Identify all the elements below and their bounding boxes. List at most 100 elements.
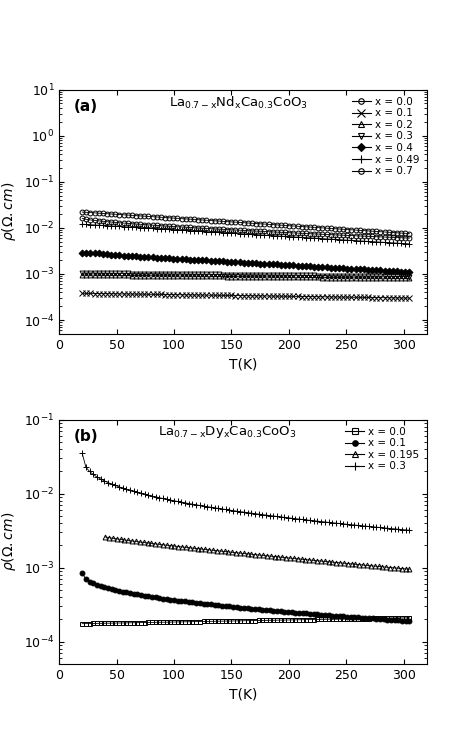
x = 0.3: [224, 270, 230, 279]
x = 0.195: [310, 556, 316, 565]
x = 0.1: [179, 597, 184, 606]
x = 0.1: [407, 616, 412, 625]
x = 0.4: [274, 260, 280, 269]
Legend: x = 0.0, x = 0.1, x = 0.2, x = 0.3, x = 0.4, x = 0.49, x = 0.7: x = 0.0, x = 0.1, x = 0.2, x = 0.3, x = …: [350, 95, 421, 178]
x = 0.1: [303, 292, 309, 301]
x = 0.3: [274, 271, 280, 280]
Text: $\mathrm{La_{0.7-x}Nd_xCa_{0.3}CoO_3}$: $\mathrm{La_{0.7-x}Nd_xCa_{0.3}CoO_3}$: [169, 95, 308, 110]
x = 0.195: [287, 554, 293, 562]
x = 0.1: [392, 615, 398, 624]
x = 0.1: [351, 612, 357, 621]
x = 0.3: [351, 521, 357, 530]
x = 0.195: [299, 555, 304, 564]
x = 0.49: [369, 237, 375, 246]
Legend: x = 0.0, x = 0.1, x = 0.195, x = 0.3: x = 0.0, x = 0.1, x = 0.195, x = 0.3: [343, 424, 421, 474]
x = 0.4: [224, 257, 230, 266]
Text: $\mathrm{La_{0.7-x}Dy_xCa_{0.3}CoO_3}$: $\mathrm{La_{0.7-x}Dy_xCa_{0.3}CoO_3}$: [158, 424, 297, 440]
x = 0.0: [359, 614, 365, 623]
x = 0.2: [79, 271, 85, 280]
x = 0.195: [283, 554, 289, 562]
x = 0.3: [407, 526, 412, 535]
x = 0.7: [278, 228, 284, 236]
x = 0.4: [303, 262, 309, 271]
x = 0.0: [307, 615, 313, 624]
x = 0.3: [291, 271, 296, 280]
Line: x = 0.49: x = 0.49: [79, 221, 413, 248]
x = 0.7: [303, 229, 309, 238]
Line: x = 0.0: x = 0.0: [80, 210, 412, 236]
Line: x = 0.1: x = 0.1: [79, 290, 413, 301]
x = 0.2: [303, 273, 309, 282]
x = 0.2: [278, 272, 284, 281]
Line: x = 0.195: x = 0.195: [103, 534, 412, 571]
x = 0.7: [224, 225, 230, 234]
x = 0.1: [224, 291, 230, 300]
x = 0.4: [79, 248, 85, 257]
x = 0.195: [102, 533, 108, 542]
Text: (b): (b): [74, 429, 99, 445]
x = 0.3: [179, 498, 184, 507]
x = 0.0: [407, 613, 412, 622]
x = 0.49: [274, 231, 280, 240]
x = 0.7: [274, 228, 280, 236]
x = 0.1: [79, 289, 85, 298]
Y-axis label: $\rho(\Omega.cm)$: $\rho(\Omega.cm)$: [0, 182, 18, 242]
Line: x = 0.2: x = 0.2: [80, 272, 412, 280]
x = 0.49: [303, 233, 309, 242]
x = 0.0: [351, 614, 357, 623]
x = 0.0: [303, 222, 309, 231]
x = 0.2: [407, 274, 412, 283]
x = 0.195: [237, 548, 243, 557]
x = 0.4: [407, 268, 412, 277]
X-axis label: T(K): T(K): [229, 357, 257, 372]
x = 0.49: [278, 232, 284, 241]
x = 0.1: [407, 294, 412, 303]
x = 0.49: [291, 233, 296, 242]
x = 0.195: [372, 562, 378, 571]
x = 0.3: [307, 515, 313, 524]
x = 0.1: [278, 292, 284, 301]
x = 0.3: [124, 485, 129, 494]
x = 0.4: [369, 266, 375, 275]
x = 0.3: [407, 272, 412, 281]
x = 0.0: [407, 229, 412, 238]
x = 0.0: [224, 217, 230, 226]
x = 0.3: [303, 271, 309, 280]
Y-axis label: $\rho(\Omega.cm)$: $\rho(\Omega.cm)$: [0, 512, 18, 571]
x = 0.4: [278, 260, 284, 269]
x = 0.1: [369, 293, 375, 302]
Line: x = 0.4: x = 0.4: [80, 251, 412, 275]
x = 0.1: [274, 292, 280, 301]
x = 0.4: [291, 261, 296, 270]
x = 0.1: [291, 292, 296, 301]
Line: x = 0.3: x = 0.3: [80, 271, 412, 279]
x = 0.3: [359, 521, 365, 530]
Line: x = 0.1: x = 0.1: [80, 571, 412, 624]
Line: x = 0.7: x = 0.7: [80, 216, 412, 240]
x = 0.2: [291, 273, 296, 282]
x = 0.1: [359, 613, 365, 622]
x = 0.0: [179, 618, 184, 627]
x = 0.3: [392, 524, 398, 533]
x = 0.1: [79, 568, 85, 577]
x = 0.0: [79, 207, 85, 216]
x = 0.49: [407, 239, 412, 248]
x = 0.3: [79, 269, 85, 278]
x = 0.0: [278, 221, 284, 230]
x = 0.49: [79, 220, 85, 229]
Line: x = 0.0: x = 0.0: [80, 615, 412, 626]
x = 0.7: [407, 233, 412, 242]
x = 0.2: [274, 272, 280, 281]
x = 0.1: [307, 609, 313, 618]
x = 0.0: [392, 613, 398, 622]
Line: x = 0.3: x = 0.3: [79, 450, 413, 533]
x = 0.3: [369, 272, 375, 280]
x = 0.0: [369, 227, 375, 236]
x = 0.0: [291, 222, 296, 231]
x = 0.2: [224, 272, 230, 281]
x = 0.2: [369, 274, 375, 283]
x = 0.7: [369, 232, 375, 241]
x = 0.49: [224, 228, 230, 237]
x = 0.0: [79, 619, 85, 628]
x = 0.0: [274, 220, 280, 229]
